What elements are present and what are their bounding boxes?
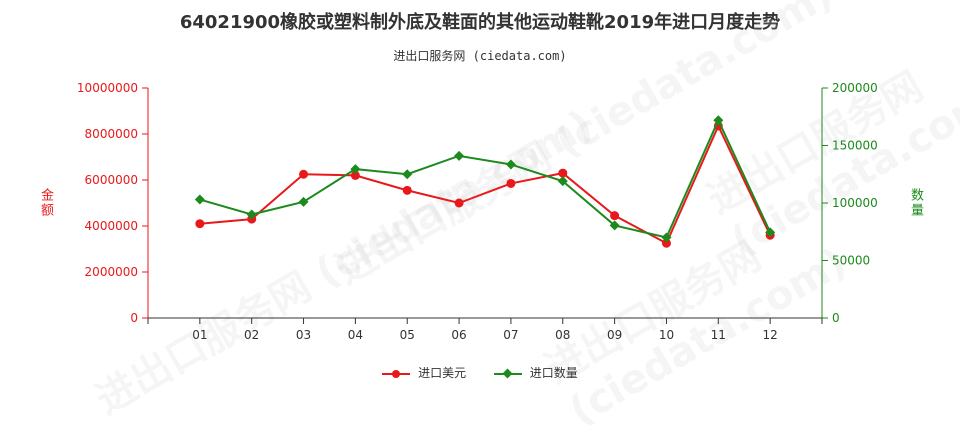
x-tick-label: 01 [192, 328, 207, 342]
x-tick-label: 12 [763, 328, 778, 342]
x-tick-label: 05 [400, 328, 415, 342]
data-point-value [506, 178, 516, 188]
line-chart: 0200000040000006000000800000010000000050… [77, 81, 878, 342]
data-point-value [454, 198, 464, 208]
y-left-tick-label: 4000000 [85, 219, 138, 233]
legend-swatch-quantity [493, 368, 522, 380]
chart-subtitle: 进出口服务网 (ciedata.com) [393, 49, 567, 63]
y-axis-right-label: 数量 [908, 188, 923, 218]
legend-label-quantity: 进口数量 [529, 366, 578, 380]
chart-title: 64021900橡胶或塑料制外底及鞋面的其他运动鞋靴2019年进口月度走势 [179, 12, 781, 33]
x-tick-label: 11 [711, 328, 726, 342]
data-point-value [610, 211, 620, 221]
y-left-tick-label: 0 [130, 311, 138, 325]
data-point-value [350, 170, 360, 180]
x-tick-label: 03 [296, 328, 311, 342]
data-point-value [299, 169, 309, 179]
y-left-tick-label: 2000000 [85, 265, 138, 279]
legend-label-value: 进口美元 [418, 366, 467, 380]
x-tick-label: 09 [607, 328, 622, 342]
data-point-quantity [505, 159, 516, 170]
data-point-quantity [454, 150, 465, 161]
data-point-quantity [246, 209, 257, 220]
x-tick-label: 08 [555, 328, 570, 342]
legend-swatch-value [382, 368, 411, 380]
y-right-tick-label: 200000 [832, 81, 878, 95]
data-point-value [402, 185, 412, 195]
legend-item-quantity[interactable]: 进口数量 [493, 364, 578, 381]
series-line-quantity [199, 117, 772, 239]
y-left-tick-label: 6000000 [85, 173, 138, 187]
y-right-tick-label: 0 [832, 311, 840, 325]
data-point-quantity [661, 232, 672, 243]
y-left-tick-label: 10000000 [77, 81, 138, 95]
y-right-tick-label: 50000 [832, 254, 870, 268]
x-tick-label: 10 [659, 328, 674, 342]
y-axis-left-label: 金额 [38, 188, 53, 218]
data-point-value [195, 219, 205, 229]
x-tick-label: 06 [451, 328, 466, 342]
y-right-tick-label: 150000 [832, 139, 878, 153]
data-point-quantity [713, 115, 724, 126]
data-point-value [558, 168, 568, 178]
series-line-value [199, 123, 772, 245]
legend: 进口美元 进口数量 [0, 364, 960, 381]
data-point-quantity [609, 220, 620, 231]
data-point-value [661, 238, 671, 248]
data-point-quantity [557, 176, 568, 187]
data-point-quantity [194, 194, 205, 205]
data-point-quantity [298, 196, 309, 207]
data-point-quantity [402, 169, 413, 180]
x-tick-label: 02 [244, 328, 259, 342]
data-point-quantity [765, 227, 776, 238]
y-right-tick-label: 100000 [832, 196, 878, 210]
data-point-quantity [350, 164, 361, 175]
y-left-tick-label: 8000000 [85, 127, 138, 141]
x-tick-label: 07 [503, 328, 518, 342]
legend-item-value[interactable]: 进口美元 [382, 364, 466, 381]
x-tick-label: 04 [348, 328, 363, 342]
